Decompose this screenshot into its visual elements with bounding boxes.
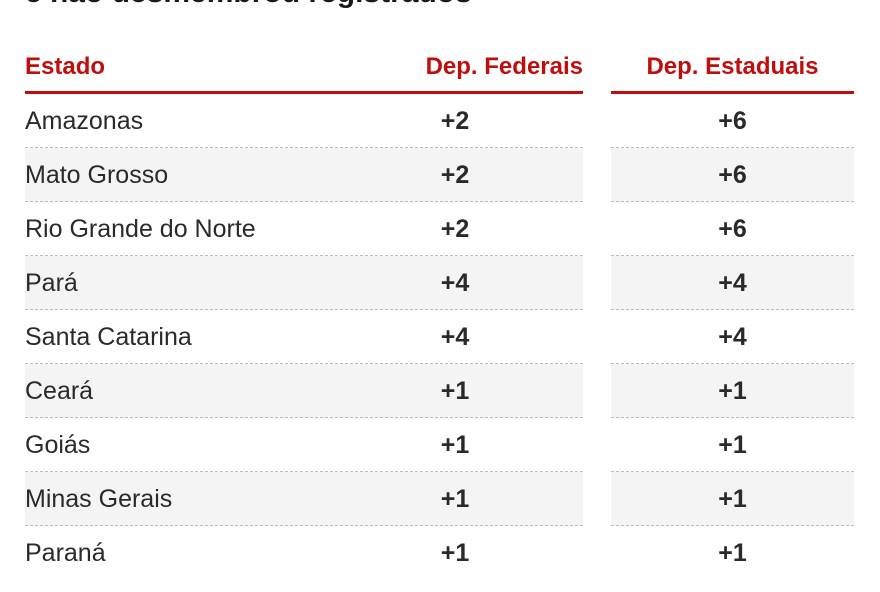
- header-dep-estaduais: Dep. Estaduais: [646, 53, 819, 80]
- cell-estado: Ceará: [25, 377, 94, 405]
- cell-estado: Goiás: [25, 431, 91, 459]
- row-background: [25, 148, 583, 202]
- row-divider: [25, 417, 583, 418]
- cell-dep-federais: +1: [440, 485, 470, 513]
- header-dep-federais: Dep. Federais: [425, 53, 583, 80]
- cell-dep-estaduais: +4: [718, 269, 747, 297]
- header-estado: Estado: [25, 53, 106, 80]
- table-row: Santa Catarina +4 +4: [25, 310, 854, 364]
- table-row: Rio Grande do Norte +2 +6: [25, 202, 854, 256]
- cell-dep-estaduais: +4: [718, 323, 747, 351]
- data-table: Amazonas +2 +6 Mato Grosso +2 +6 Rio Gra…: [25, 94, 854, 580]
- cell-dep-estaduais: +1: [718, 485, 747, 513]
- row-background: [611, 148, 854, 202]
- cell-estado: Minas Gerais: [25, 485, 173, 513]
- row-background: [25, 364, 583, 418]
- cell-dep-estaduais: +6: [718, 161, 747, 189]
- row-divider: [25, 525, 583, 526]
- cell-dep-federais: +4: [440, 323, 470, 351]
- row-divider: [25, 255, 583, 256]
- row-divider: [611, 255, 854, 256]
- table-row: Paraná +1 +1: [25, 526, 854, 580]
- cell-estado: Paraná: [25, 539, 106, 567]
- row-divider: [25, 309, 583, 310]
- header-rule-left: [25, 91, 583, 94]
- cell-dep-federais: +4: [440, 269, 470, 297]
- cell-estado: Rio Grande do Norte: [25, 215, 256, 243]
- cell-dep-federais: +1: [440, 377, 470, 405]
- cell-dep-estaduais: +6: [718, 215, 747, 243]
- cell-estado: Amazonas: [25, 107, 144, 135]
- row-divider: [611, 471, 854, 472]
- row-divider: [25, 147, 583, 148]
- table-row: Goiás +1 +1: [25, 418, 854, 472]
- row-background: [611, 256, 854, 310]
- table-row: Minas Gerais +1 +1: [25, 472, 854, 526]
- row-background: [611, 364, 854, 418]
- row-divider: [611, 309, 854, 310]
- cell-dep-federais: +2: [440, 161, 470, 189]
- cell-dep-federais: +2: [440, 107, 470, 135]
- cell-dep-federais: +1: [440, 431, 470, 459]
- cell-estado: Mato Grosso: [25, 161, 169, 189]
- cell-dep-federais: +1: [440, 539, 470, 567]
- cell-dep-estaduais: +1: [718, 431, 747, 459]
- cell-dep-estaduais: +6: [718, 107, 747, 135]
- table-row: Amazonas +2 +6: [25, 94, 854, 148]
- row-divider: [611, 147, 854, 148]
- cell-dep-estaduais: +1: [718, 539, 747, 567]
- row-divider: [611, 363, 854, 364]
- cell-estado: Santa Catarina: [25, 323, 192, 351]
- cell-dep-federais: +2: [440, 215, 470, 243]
- row-background: [25, 472, 583, 526]
- table-row: Pará +4 +4: [25, 256, 854, 310]
- row-divider: [25, 201, 583, 202]
- cell-dep-estaduais: +1: [718, 377, 747, 405]
- row-background: [611, 472, 854, 526]
- row-divider: [25, 363, 583, 364]
- row-divider: [25, 471, 583, 472]
- row-background: [25, 256, 583, 310]
- table-row: Mato Grosso +2 +6: [25, 148, 854, 202]
- row-divider: [611, 525, 854, 526]
- header-rule-right: [611, 91, 854, 94]
- row-divider: [611, 201, 854, 202]
- row-divider: [611, 417, 854, 418]
- table-row: Ceará +1 +1: [25, 364, 854, 418]
- page-title: e não desmembrou registrados: [25, 0, 472, 8]
- cell-estado: Pará: [25, 269, 78, 297]
